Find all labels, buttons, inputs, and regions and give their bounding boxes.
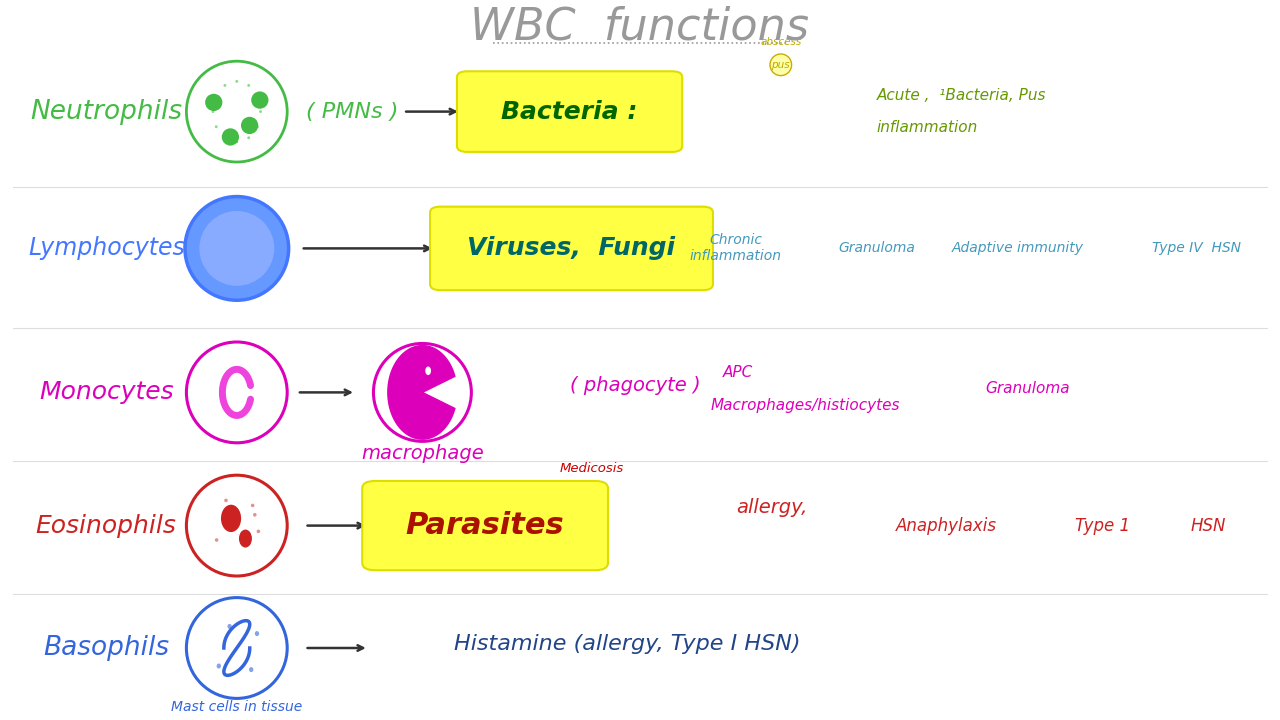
Text: Basophils: Basophils	[44, 635, 169, 661]
Ellipse shape	[200, 211, 274, 286]
Ellipse shape	[221, 505, 241, 532]
Ellipse shape	[215, 125, 218, 128]
Ellipse shape	[256, 529, 260, 533]
Text: Anaphylaxis: Anaphylaxis	[896, 517, 997, 534]
Text: Type IV  HSN: Type IV HSN	[1152, 241, 1242, 256]
Text: Histamine (allergy, Type I HSN): Histamine (allergy, Type I HSN)	[454, 634, 800, 654]
Text: Monocytes: Monocytes	[38, 380, 174, 405]
Text: Chronic
inflammation: Chronic inflammation	[690, 233, 782, 264]
Ellipse shape	[256, 125, 259, 128]
Text: APC: APC	[723, 365, 754, 379]
Text: Acute ,  ¹Bacteria, Pus: Acute , ¹Bacteria, Pus	[877, 89, 1046, 103]
Text: ( PMNs ): ( PMNs )	[306, 102, 398, 122]
Ellipse shape	[255, 631, 259, 636]
Ellipse shape	[187, 598, 287, 698]
Text: inflammation: inflammation	[877, 120, 978, 135]
Ellipse shape	[250, 667, 253, 672]
Ellipse shape	[247, 136, 250, 139]
Text: Bacteria :: Bacteria :	[502, 99, 637, 124]
Text: macrophage: macrophage	[361, 444, 484, 463]
Ellipse shape	[205, 94, 223, 111]
Ellipse shape	[186, 197, 289, 300]
Ellipse shape	[224, 498, 228, 503]
Text: Medicosis: Medicosis	[559, 462, 623, 474]
Ellipse shape	[374, 343, 471, 441]
Text: ( phagocyte ): ( phagocyte )	[570, 376, 700, 395]
FancyBboxPatch shape	[457, 71, 682, 152]
Text: Granuloma: Granuloma	[986, 382, 1070, 396]
Ellipse shape	[771, 54, 791, 76]
Ellipse shape	[236, 80, 238, 83]
Ellipse shape	[251, 91, 269, 109]
Polygon shape	[388, 346, 454, 439]
Ellipse shape	[215, 539, 219, 541]
Ellipse shape	[251, 504, 255, 507]
Ellipse shape	[259, 110, 262, 113]
Ellipse shape	[216, 664, 221, 668]
Ellipse shape	[247, 84, 250, 87]
Ellipse shape	[187, 475, 287, 576]
Text: HSN: HSN	[1190, 517, 1226, 534]
Text: Neutrophils: Neutrophils	[31, 99, 182, 125]
Ellipse shape	[256, 95, 259, 98]
Text: WBC  functions: WBC functions	[471, 6, 809, 49]
Ellipse shape	[425, 366, 431, 375]
FancyBboxPatch shape	[430, 207, 713, 290]
Ellipse shape	[187, 342, 287, 443]
Ellipse shape	[253, 513, 256, 517]
Ellipse shape	[187, 61, 287, 162]
Text: Parasites: Parasites	[406, 511, 564, 540]
Text: Viruses,  Fungi: Viruses, Fungi	[467, 236, 676, 261]
Ellipse shape	[239, 530, 252, 547]
Ellipse shape	[224, 136, 227, 139]
Text: Eosinophils: Eosinophils	[36, 513, 177, 538]
Ellipse shape	[224, 84, 227, 87]
Ellipse shape	[241, 117, 259, 134]
Ellipse shape	[211, 110, 215, 113]
Text: Granuloma: Granuloma	[838, 241, 915, 256]
Text: allergy,: allergy,	[736, 498, 808, 517]
Ellipse shape	[221, 128, 239, 145]
Text: Mast cells in tissue: Mast cells in tissue	[172, 700, 302, 714]
Text: Macrophages/histiocytes: Macrophages/histiocytes	[710, 398, 900, 413]
Text: abscess: abscess	[760, 37, 801, 47]
Ellipse shape	[236, 140, 238, 143]
Ellipse shape	[215, 95, 218, 98]
Text: pus: pus	[772, 60, 790, 70]
Ellipse shape	[228, 624, 232, 629]
Text: Adaptive immunity: Adaptive immunity	[951, 241, 1084, 256]
FancyBboxPatch shape	[362, 481, 608, 570]
Text: Type 1: Type 1	[1075, 517, 1130, 534]
Text: Lymphocytes: Lymphocytes	[28, 236, 184, 261]
